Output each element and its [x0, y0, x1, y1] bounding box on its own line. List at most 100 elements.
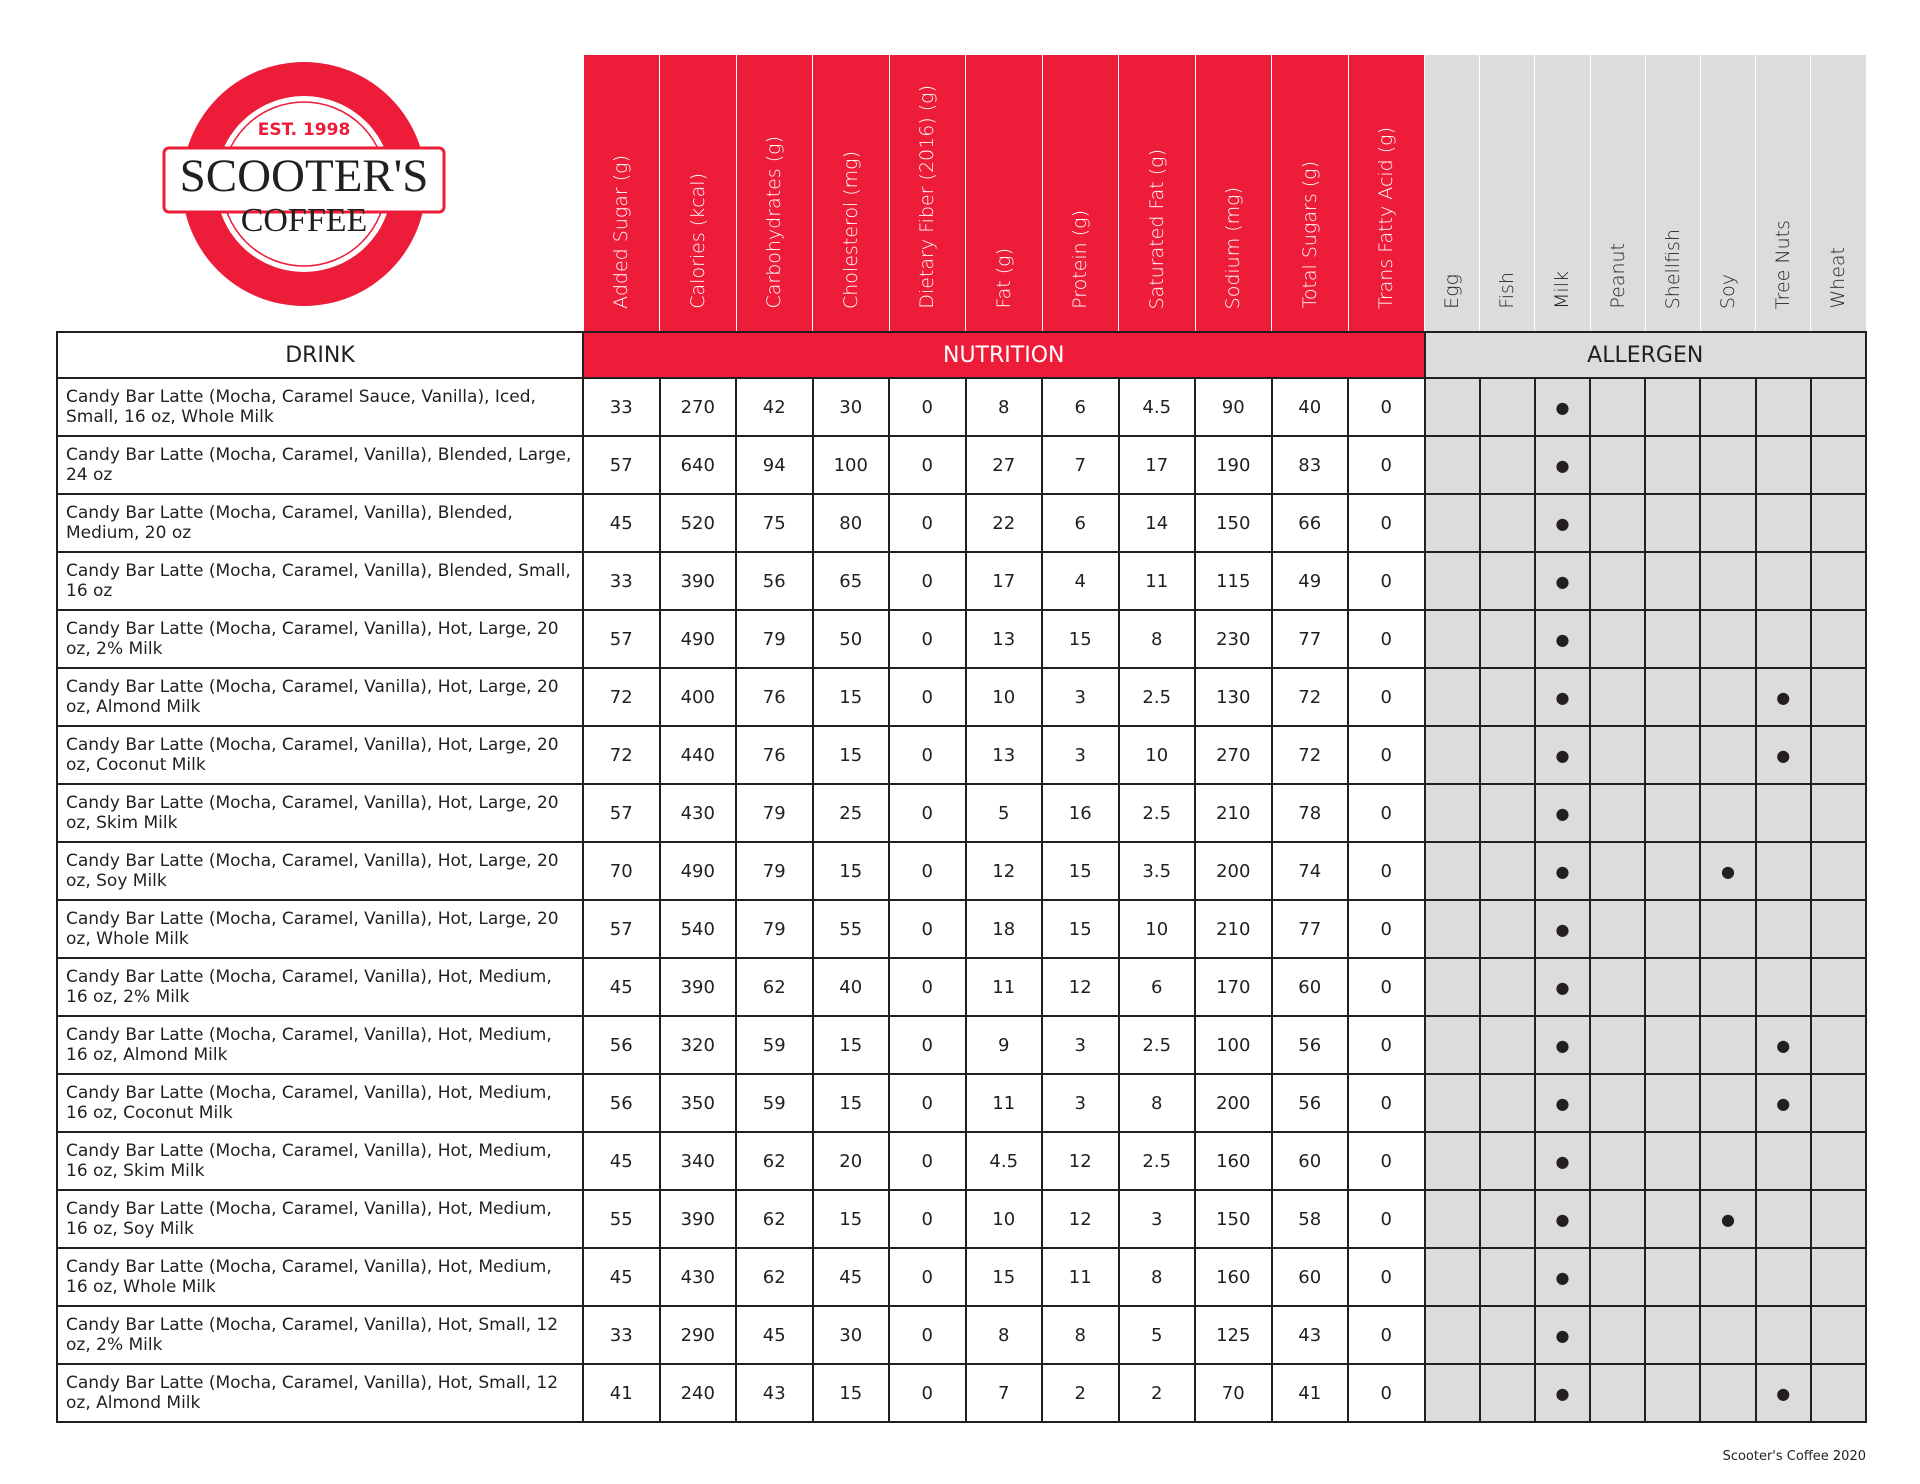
nutrition-value: 90	[1194, 377, 1273, 437]
column-header-label: Calories (kcal)	[686, 173, 709, 309]
allergen-cell	[1644, 1131, 1702, 1191]
allergen-cell	[1809, 1305, 1868, 1365]
allergen-cell	[1699, 551, 1757, 611]
allergen-cell	[1423, 841, 1481, 901]
allergen-present-dot-icon: ●	[1776, 745, 1791, 765]
nutrition-value: 3	[1041, 667, 1120, 727]
allergen-column-header: Wheat	[1810, 55, 1867, 332]
nutrition-value: 42	[735, 377, 814, 437]
nutrition-value: 270	[1194, 725, 1273, 785]
table-row: Candy Bar Latte (Mocha, Caramel, Vanilla…	[56, 667, 1868, 727]
nutrition-value: 0	[888, 609, 967, 669]
allergen-present-dot-icon: ●	[1555, 455, 1570, 475]
nutrition-column-header: Trans Fatty Acid (g)	[1347, 55, 1425, 332]
nutrition-value: 2	[1041, 1363, 1120, 1423]
nutrition-value: 640	[658, 435, 737, 495]
nutrition-value: 0	[888, 841, 967, 901]
nutrition-value: 11	[964, 1073, 1043, 1133]
nutrition-value: 520	[658, 493, 737, 553]
nutrition-value: 77	[1270, 899, 1349, 959]
nutrition-value: 12	[1041, 957, 1120, 1017]
allergen-present-dot-icon: ●	[1555, 513, 1570, 533]
nutrition-value: 62	[735, 1131, 814, 1191]
nutrition-value: 210	[1194, 783, 1273, 843]
allergen-cell	[1423, 725, 1481, 785]
allergen-present-dot-icon: ●	[1555, 1035, 1570, 1055]
nutrition-value: 43	[735, 1363, 814, 1423]
allergen-present-dot-icon: ●	[1555, 1325, 1570, 1345]
nutrition-value: 0	[1347, 435, 1426, 495]
nutrition-value: 0	[888, 957, 967, 1017]
nutrition-value: 0	[888, 1015, 967, 1075]
allergen-cell	[1478, 377, 1536, 437]
nutrition-value: 160	[1194, 1131, 1273, 1191]
allergen-column-header: Tree Nuts	[1755, 55, 1812, 332]
allergen-cell	[1423, 1131, 1481, 1191]
allergen-column-header: Soy	[1699, 55, 1757, 332]
allergen-cell	[1644, 1363, 1702, 1423]
allergen-cell	[1699, 609, 1757, 669]
allergen-cell	[1644, 609, 1702, 669]
nutrition-value: 22	[964, 493, 1043, 553]
nutrition-value: 20	[811, 1131, 890, 1191]
table-row: Candy Bar Latte (Mocha, Caramel, Vanilla…	[56, 551, 1868, 611]
nutrition-value: 12	[1041, 1131, 1120, 1191]
nutrition-value: 390	[658, 551, 737, 611]
allergen-cell	[1478, 1015, 1536, 1075]
nutrition-value: 0	[888, 1073, 967, 1133]
nutrition-value: 270	[658, 377, 737, 437]
nutrition-value: 12	[964, 841, 1043, 901]
nutrition-value: 45	[582, 1247, 661, 1307]
nutrition-value: 340	[658, 1131, 737, 1191]
nutrition-value: 10	[964, 1189, 1043, 1249]
column-header-label: Cholesterol (mg)	[839, 150, 862, 309]
nutrition-value: 0	[888, 493, 967, 553]
nutrition-value: 6	[1041, 493, 1120, 553]
nutrition-value: 17	[1117, 435, 1196, 495]
nutrition-column-header: Carbohydrates (g)	[735, 55, 813, 332]
allergen-present-dot-icon: ●	[1555, 803, 1570, 823]
nutrition-value: 33	[582, 551, 661, 611]
nutrition-value: 10	[964, 667, 1043, 727]
nutrition-value: 130	[1194, 667, 1273, 727]
nutrition-value: 79	[735, 841, 814, 901]
table-row: Candy Bar Latte (Mocha, Caramel Sauce, V…	[56, 377, 1868, 437]
nutrition-value: 15	[811, 667, 890, 727]
allergen-section-header: ALLERGEN	[1423, 331, 1867, 379]
nutrition-value: 4	[1041, 551, 1120, 611]
allergen-cell	[1478, 1247, 1536, 1307]
drink-name: Candy Bar Latte (Mocha, Caramel, Vanilla…	[56, 899, 584, 959]
allergen-cell	[1809, 899, 1868, 959]
nutrition-value: 5	[1117, 1305, 1196, 1365]
nutrition-value: 76	[735, 667, 814, 727]
allergen-cell	[1644, 783, 1702, 843]
nutrition-value: 79	[735, 609, 814, 669]
allergen-present-dot-icon: ●	[1555, 919, 1570, 939]
allergen-column-header: Shellfish	[1644, 55, 1701, 332]
allergen-cell	[1589, 841, 1647, 901]
nutrition-value: 62	[735, 1189, 814, 1249]
nutrition-value: 57	[582, 783, 661, 843]
nutrition-value: 2.5	[1117, 783, 1196, 843]
nutrition-column-header: Added Sugar (g)	[582, 55, 660, 332]
logo-est: EST. 1998	[257, 120, 351, 140]
table-row: Candy Bar Latte (Mocha, Caramel, Vanilla…	[56, 1305, 1868, 1365]
allergen-present-dot-icon: ●	[1721, 1209, 1736, 1229]
nutrition-value: 15	[811, 1073, 890, 1133]
allergen-present-dot-icon: ●	[1555, 1267, 1570, 1287]
allergen-present-dot-icon: ●	[1776, 1383, 1791, 1403]
allergen-cell	[1423, 435, 1481, 495]
allergen-cell	[1644, 493, 1702, 553]
allergen-cell	[1809, 1247, 1868, 1307]
table-row: Candy Bar Latte (Mocha, Caramel, Vanilla…	[56, 899, 1868, 959]
nutrition-value: 15	[811, 1015, 890, 1075]
drink-name: Candy Bar Latte (Mocha, Caramel, Vanilla…	[56, 1247, 584, 1307]
allergen-cell	[1809, 841, 1868, 901]
nutrition-value: 10	[1117, 725, 1196, 785]
allergen-cell: ●	[1533, 899, 1592, 959]
nutrition-value: 390	[658, 957, 737, 1017]
column-header-label: Dietary Fiber (2016) (g)	[916, 85, 939, 309]
nutrition-value: 78	[1270, 783, 1349, 843]
nutrition-value: 30	[811, 1305, 890, 1365]
nutrition-value: 0	[888, 899, 967, 959]
